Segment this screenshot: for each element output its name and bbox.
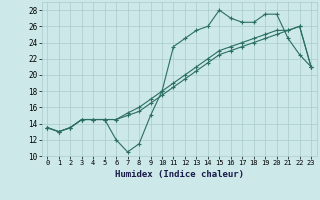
X-axis label: Humidex (Indice chaleur): Humidex (Indice chaleur) — [115, 170, 244, 179]
